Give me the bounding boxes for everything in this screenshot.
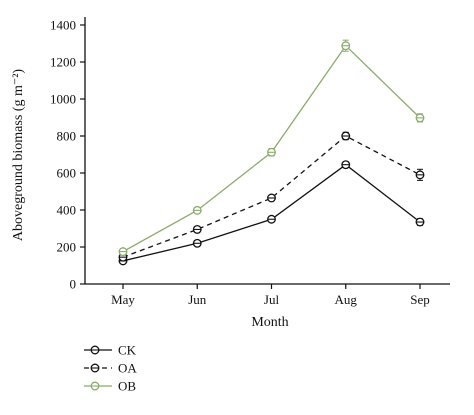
y-tick-label: 400	[57, 203, 77, 218]
y-tick-label: 800	[57, 129, 77, 144]
x-tick-label: Jun	[188, 292, 207, 307]
x-axis: May Jun Jul Aug Sep	[85, 283, 450, 307]
series-line	[122, 163, 421, 262]
x-tick-label: May	[111, 292, 135, 307]
series-ck	[118, 160, 425, 266]
y-axis: 0 200 400 600 800 1000 1200 1400	[50, 17, 86, 292]
x-tick-label: Jul	[264, 292, 280, 307]
y-tick-label: 200	[57, 240, 77, 255]
legend-label: OA	[118, 361, 137, 376]
legend-item-oa: OA	[84, 361, 137, 376]
legend-item-ck: CK	[84, 343, 137, 358]
series-ob	[118, 39, 425, 257]
y-tick-label: 1000	[50, 92, 76, 107]
x-tick-label: Aug	[335, 292, 358, 307]
y-axis-label: Aboveground biomass (g m⁻²)	[11, 69, 26, 242]
legend-label: OB	[118, 379, 136, 394]
y-tick-label: 1400	[50, 18, 76, 33]
plot-area	[118, 39, 425, 266]
x-tick-label: Sep	[410, 292, 430, 307]
legend-label: CK	[118, 343, 137, 358]
x-axis-label: Month	[251, 315, 288, 330]
y-tick-label: 1200	[50, 55, 76, 70]
legend: CK OA OB	[84, 343, 137, 394]
y-tick-label: 600	[57, 166, 77, 181]
y-tick-label: 0	[70, 277, 77, 292]
legend-item-ob: OB	[84, 379, 136, 394]
